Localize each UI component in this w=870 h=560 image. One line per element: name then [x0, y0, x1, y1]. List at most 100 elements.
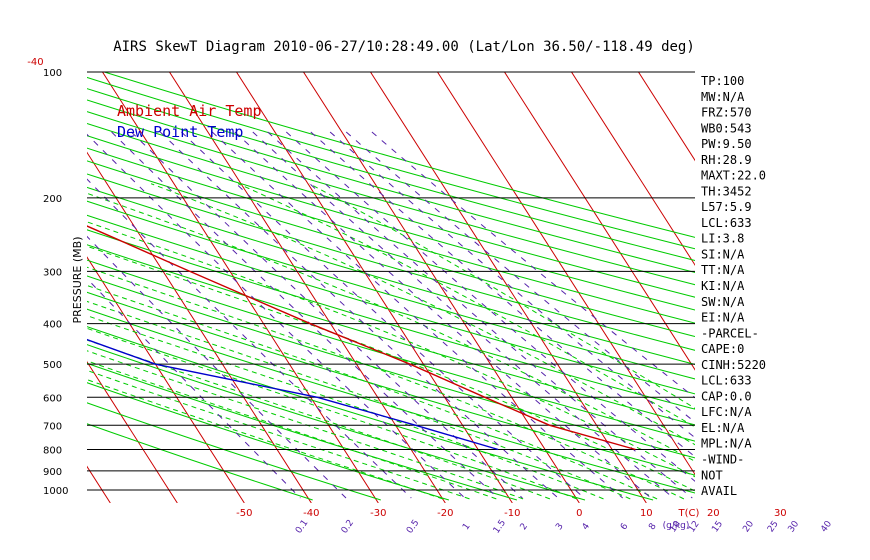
mixing-ratio-unit-label: (g/kg)	[663, 521, 690, 531]
isotherm-line	[437, 72, 695, 476]
mixing-ratio-line	[87, 178, 412, 499]
stability-index-item: RH:28.9	[701, 153, 752, 167]
mixing-ratio-tick-label: 1	[461, 522, 472, 532]
chart-title: AIRS SkewT Diagram 2010-06-27/10:28:49.0…	[113, 39, 695, 55]
stability-index-item: SI:N/A	[701, 247, 745, 261]
stability-index-item: LFC:N/A	[701, 405, 752, 419]
mixing-ratio-tick-label: 0.5	[405, 518, 421, 535]
mixing-ratio-tick-label: 25	[766, 519, 781, 534]
isotherm-line	[87, 360, 178, 503]
stability-index-item: AVAIL	[701, 484, 737, 498]
dewpoint-profile-line	[87, 338, 499, 451]
mixing-ratio-line	[87, 133, 466, 499]
dry-adiabat-line	[87, 362, 518, 501]
mixing-ratio-tick-label: 40	[819, 519, 834, 534]
isotherm-line	[370, 72, 647, 503]
stability-index-item: CAP:0.0	[701, 389, 752, 403]
stability-index-item: PW:9.50	[701, 137, 752, 151]
bottom-temp-tick-label: 20	[707, 508, 720, 519]
stability-index-item: -WIND-	[701, 452, 744, 466]
moist-adiabat-line	[87, 284, 658, 500]
mixing-ratio-line	[181, 131, 585, 499]
legend-temperature: Ambient Air Temp	[117, 102, 262, 120]
moist-adiabat-line	[87, 221, 695, 478]
stability-index-item: -PARCEL-	[701, 326, 759, 340]
isotherm-line	[638, 72, 695, 162]
dry-adiabat-line	[87, 402, 381, 501]
mixing-ratio-line	[310, 131, 695, 458]
bottom-temp-tick-label: -20	[437, 508, 453, 519]
y-axis-label: PRESSURE (MB)	[71, 237, 84, 324]
dry-adiabat-line	[87, 135, 695, 311]
dry-adiabat-line	[87, 214, 695, 395]
bottom-temp-tick-label: 0	[576, 508, 582, 519]
dry-adiabat-line	[87, 275, 695, 459]
dry-adiabat-line	[87, 326, 654, 501]
pressure-tick-label: 800	[43, 445, 62, 456]
mixing-ratio-tick-label: 1.5	[492, 518, 508, 535]
stability-index-item: MAXT:22.0	[701, 169, 766, 183]
stability-index-item: L57:5.9	[701, 200, 752, 214]
moist-adiabat-line	[87, 245, 695, 492]
mixing-ratio-tick-label: 2	[519, 522, 530, 532]
mixing-ratio-line	[252, 131, 674, 499]
stability-index-item: FRZ:570	[701, 106, 752, 120]
label-layer: 1002003004005006007008009001000-120-110-…	[27, 57, 834, 536]
mixing-ratio-tick-label: 0.1	[294, 518, 310, 535]
stability-index-item: MPL:N/A	[701, 437, 752, 451]
stability-index-item: MW:N/A	[701, 90, 745, 104]
isotherm-line	[87, 256, 245, 503]
isotherm-line	[0, 72, 43, 503]
moist-adiabat-line	[150, 183, 695, 446]
mixing-ratio-tick-label: 8	[647, 521, 659, 532]
legend: Ambient Air Temp Dew Point Temp	[117, 102, 262, 141]
moist-adiabat-line	[87, 350, 524, 500]
dry-adiabat-line	[87, 423, 313, 501]
moist-adiabat-line	[87, 379, 443, 500]
dry-adiabat-line	[87, 99, 695, 273]
isotherm-line	[303, 72, 580, 503]
stability-index-item: WB0:543	[701, 121, 752, 135]
mixing-ratio-line	[371, 131, 695, 399]
bottom-temp-tick-label: -40	[303, 508, 319, 519]
mixing-ratio-line	[211, 131, 624, 499]
moist-adiabat-line	[87, 327, 577, 500]
pressure-tick-label: 400	[43, 320, 62, 331]
series-layer	[87, 225, 636, 451]
pressure-tick-label: 100	[43, 68, 62, 79]
stability-index-item: TH:3452	[701, 184, 752, 198]
bottom-temp-tick-label: -30	[370, 508, 386, 519]
mixing-ratio-line	[345, 131, 695, 423]
dry-adiabat-line	[87, 244, 695, 426]
isobar-layer	[87, 71, 695, 491]
mixing-ratio-line	[329, 131, 695, 439]
isotherm-line	[87, 151, 312, 503]
temperature-profile-line	[87, 225, 636, 451]
mixing-ratio-tick-label: 0.2	[340, 518, 356, 535]
stability-index-item: TP:100	[701, 74, 744, 88]
moist-adiabat-line	[237, 183, 695, 428]
isotherm-line	[236, 72, 513, 503]
dry-adiabat-line	[87, 229, 695, 410]
moist-adiabat-line	[87, 266, 685, 500]
stability-index-item: NOT	[701, 468, 723, 482]
stability-index-item: CINH:5220	[701, 358, 766, 372]
mixing-ratio-line	[234, 131, 652, 499]
stability-index-item: CAPE:0	[701, 342, 744, 356]
pressure-tick-label: 200	[43, 194, 62, 205]
isotherm-line	[504, 72, 695, 371]
mixing-ratio-tick-label: 6	[619, 521, 631, 532]
pressure-tick-label: 500	[43, 360, 62, 371]
mixing-ratio-line	[131, 131, 523, 499]
stability-index-item: TT:N/A	[701, 263, 745, 277]
dry-adiabat-line	[87, 186, 695, 365]
moist-adiabat-line	[87, 315, 604, 500]
dry-adiabat-line	[87, 122, 695, 298]
bottom-temp-tick-label: -50	[236, 508, 252, 519]
mixing-ratio-tick-label: 4	[581, 521, 593, 532]
stability-index-item: LI:3.8	[701, 232, 744, 246]
pressure-tick-label: 900	[43, 467, 62, 478]
mixing-ratio-line	[267, 131, 693, 499]
bottom-temp-tick-label: 30	[774, 508, 787, 519]
